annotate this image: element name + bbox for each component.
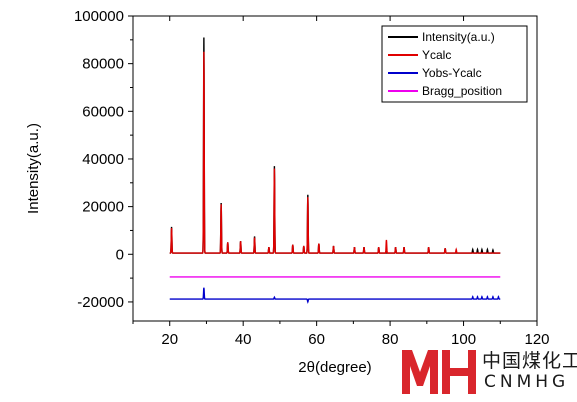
plot-frame <box>132 15 538 322</box>
legend-label: Bragg_position <box>422 84 502 98</box>
series-line-ycalc <box>169 51 501 254</box>
x-tick-label: 80 <box>382 331 399 348</box>
y-tick-label: 60000 <box>82 103 124 120</box>
y-tick-label: 80000 <box>82 56 124 73</box>
y-axis-title: Intensity(a.u.) <box>25 123 42 214</box>
logo-m-shape <box>402 350 438 394</box>
cnmhg-watermark: 中国煤化工 CNMHG <box>398 344 577 398</box>
series-layer <box>169 37 501 304</box>
watermark-cn-text: 中国煤化工 <box>482 350 577 372</box>
x-tick-label: 60 <box>308 331 325 348</box>
watermark-en-text: CNMHG <box>484 372 570 392</box>
legend-label: Ycalc <box>422 48 451 62</box>
y-tick-label: 100000 <box>74 8 124 25</box>
x-tick-label: 20 <box>161 331 178 348</box>
y-tick-label: -20000 <box>77 294 124 311</box>
x-tick-label: 40 <box>235 331 252 348</box>
legend-label: Intensity(a.u.) <box>422 30 495 44</box>
x-tick-label: 120 <box>524 331 549 348</box>
x-axis-title: 2θ(degree) <box>298 359 371 376</box>
series-line-yobs-ycalc <box>169 287 501 304</box>
tick-labels: 20 40 60 80 100 120 -20000 0 20000 40000 60000 8000… <box>74 8 550 348</box>
legend-box <box>381 25 528 103</box>
y-tick-label: 40000 <box>82 151 124 168</box>
cnmhg-logo <box>402 350 476 394</box>
legend-label: Yobs-Ycalc <box>422 66 482 80</box>
legend: Intensity(a.u.) Ycalc Yobs-Ycalc Bragg_posi… <box>381 25 528 103</box>
logo-h-shape <box>442 350 476 394</box>
y-tick-label: 20000 <box>82 199 124 216</box>
y-tick-label: 0 <box>116 246 124 263</box>
x-tick-label: 100 <box>451 331 476 348</box>
